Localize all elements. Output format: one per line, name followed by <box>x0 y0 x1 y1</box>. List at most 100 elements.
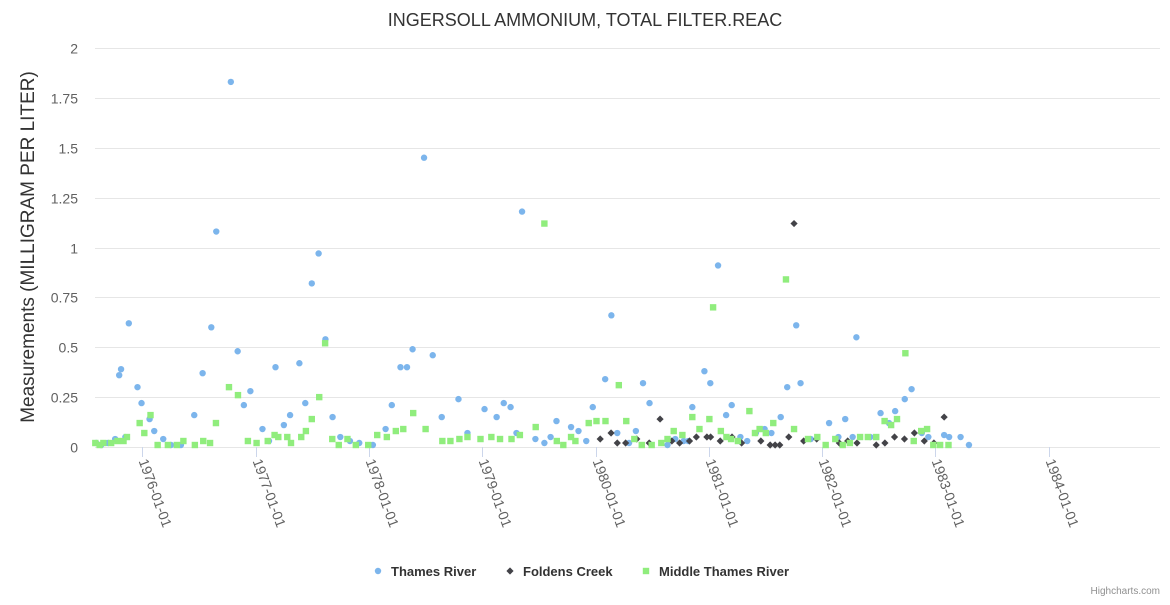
data-point[interactable] <box>776 441 784 449</box>
data-point[interactable] <box>308 415 315 423</box>
data-point[interactable] <box>877 409 884 417</box>
data-point[interactable] <box>518 208 526 215</box>
data-point[interactable] <box>790 425 798 433</box>
data-point[interactable] <box>910 437 917 445</box>
data-point[interactable] <box>329 435 336 443</box>
data-point[interactable] <box>881 439 889 447</box>
data-point[interactable] <box>608 312 615 319</box>
data-point[interactable] <box>881 417 888 425</box>
data-point[interactable] <box>532 435 539 443</box>
data-point[interactable] <box>957 433 964 441</box>
data-point[interactable] <box>873 433 880 441</box>
data-point[interactable] <box>496 435 504 443</box>
data-point[interactable] <box>493 413 500 421</box>
data-point[interactable] <box>308 280 315 287</box>
data-point[interactable] <box>136 419 143 427</box>
data-point[interactable] <box>264 437 271 445</box>
data-point[interactable] <box>722 411 730 419</box>
data-point[interactable] <box>438 413 445 421</box>
data-point[interactable] <box>247 387 254 395</box>
data-point[interactable] <box>225 383 233 391</box>
data-point[interactable] <box>123 433 131 441</box>
data-point[interactable] <box>422 425 429 433</box>
data-point[interactable] <box>240 401 248 409</box>
data-point[interactable] <box>925 433 932 441</box>
data-point[interactable] <box>447 437 454 445</box>
data-point[interactable] <box>287 439 295 447</box>
data-point[interactable] <box>296 360 303 367</box>
data-point[interactable] <box>477 435 484 443</box>
data-point[interactable] <box>822 441 829 449</box>
data-point[interactable] <box>864 433 872 441</box>
data-point[interactable] <box>507 403 514 411</box>
data-point[interactable] <box>936 441 944 449</box>
data-point[interactable] <box>766 441 774 449</box>
data-point[interactable] <box>601 375 609 383</box>
data-point[interactable] <box>638 441 645 449</box>
data-point[interactable] <box>744 437 751 445</box>
data-point[interactable] <box>768 429 775 437</box>
data-point[interactable] <box>206 439 214 447</box>
data-point[interactable] <box>456 435 463 443</box>
data-point[interactable] <box>383 433 391 441</box>
data-point[interactable] <box>945 433 953 441</box>
data-point[interactable] <box>692 433 700 441</box>
data-point[interactable] <box>679 431 686 439</box>
data-point[interactable] <box>400 425 407 433</box>
data-point[interactable] <box>853 334 860 341</box>
data-point[interactable] <box>388 401 395 409</box>
data-point[interactable] <box>738 439 746 447</box>
data-point[interactable] <box>622 439 630 447</box>
data-point[interactable] <box>676 439 684 447</box>
data-point[interactable] <box>797 379 804 387</box>
data-point[interactable] <box>259 425 266 433</box>
data-point[interactable] <box>596 435 604 443</box>
data-point[interactable] <box>832 435 839 443</box>
data-point[interactable] <box>316 393 323 401</box>
data-point[interactable] <box>286 411 294 419</box>
data-point[interactable] <box>785 433 793 441</box>
data-point[interactable] <box>154 441 161 449</box>
data-point[interactable] <box>147 411 154 419</box>
data-point[interactable] <box>825 419 833 427</box>
data-point[interactable] <box>253 439 260 447</box>
data-point[interactable] <box>464 433 471 441</box>
data-point[interactable] <box>782 276 790 283</box>
data-point[interactable] <box>583 437 590 445</box>
credits-link[interactable]: Highcharts.com <box>1091 586 1160 597</box>
data-point[interactable] <box>439 437 446 445</box>
data-point[interactable] <box>615 381 623 389</box>
data-point[interactable] <box>703 433 711 441</box>
data-point[interactable] <box>727 435 735 443</box>
data-point[interactable] <box>846 439 854 447</box>
data-point[interactable] <box>403 364 411 371</box>
data-point[interactable] <box>488 433 495 441</box>
data-point[interactable] <box>707 379 714 387</box>
data-point[interactable] <box>315 250 322 257</box>
data-point[interactable] <box>890 433 899 441</box>
data-point[interactable] <box>945 441 952 449</box>
data-point[interactable] <box>199 369 206 377</box>
data-point[interactable] <box>567 433 575 441</box>
data-point[interactable] <box>793 322 800 329</box>
data-point[interactable] <box>337 433 344 441</box>
data-point[interactable] <box>92 439 99 447</box>
data-point[interactable] <box>689 403 696 411</box>
data-point[interactable] <box>614 429 621 437</box>
data-point[interactable] <box>160 435 167 443</box>
data-point[interactable] <box>853 439 861 447</box>
data-point[interactable] <box>656 415 664 423</box>
data-point[interactable] <box>790 219 798 228</box>
legend-item-thames-river[interactable]: Thames River <box>374 564 476 579</box>
data-point[interactable] <box>397 364 404 371</box>
data-point[interactable] <box>696 425 703 433</box>
data-point[interactable] <box>244 437 252 445</box>
data-point[interactable] <box>125 320 133 327</box>
data-point[interactable] <box>547 433 554 441</box>
data-point[interactable] <box>770 419 777 427</box>
data-point[interactable] <box>887 421 895 429</box>
data-point[interactable] <box>751 429 759 437</box>
data-point[interactable] <box>200 437 207 445</box>
data-point[interactable] <box>965 441 973 449</box>
data-point[interactable] <box>429 352 436 359</box>
